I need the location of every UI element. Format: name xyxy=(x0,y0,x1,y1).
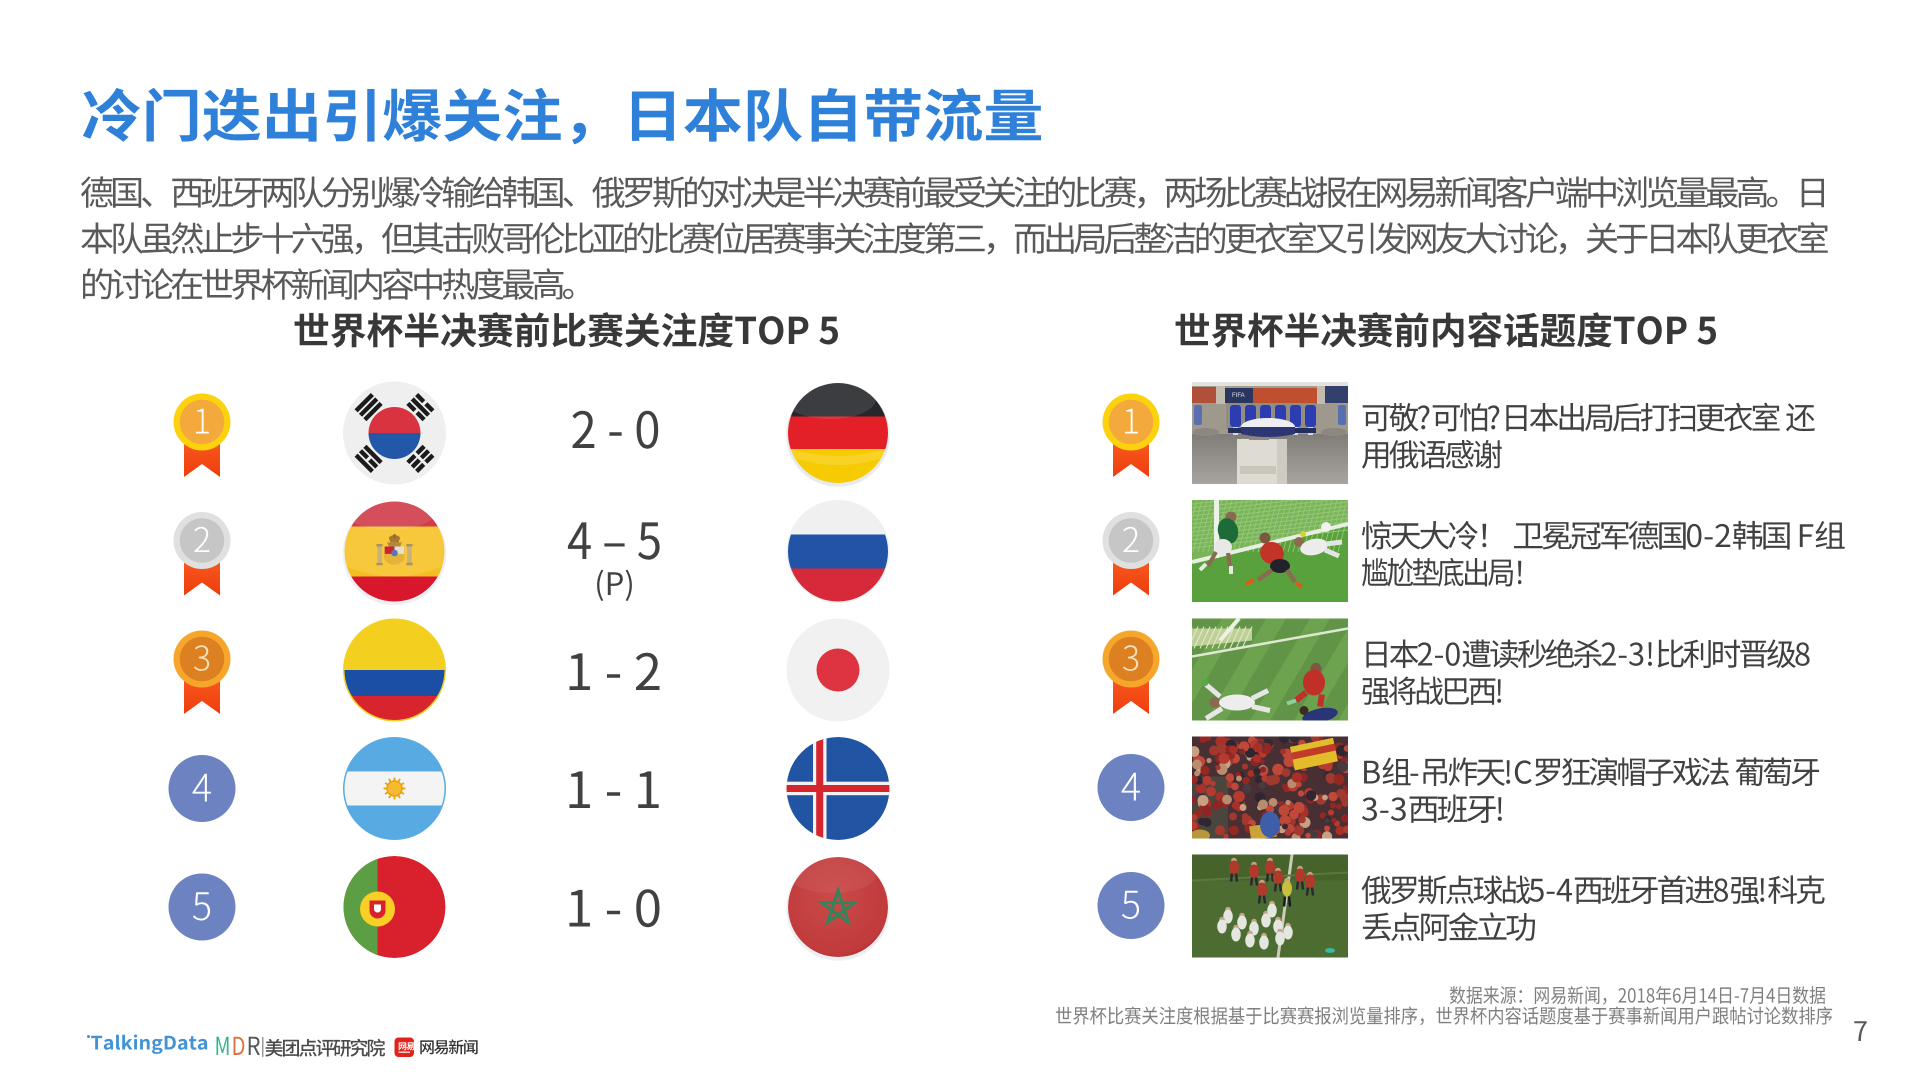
svg-text:FIFA: FIFA xyxy=(1232,393,1245,399)
